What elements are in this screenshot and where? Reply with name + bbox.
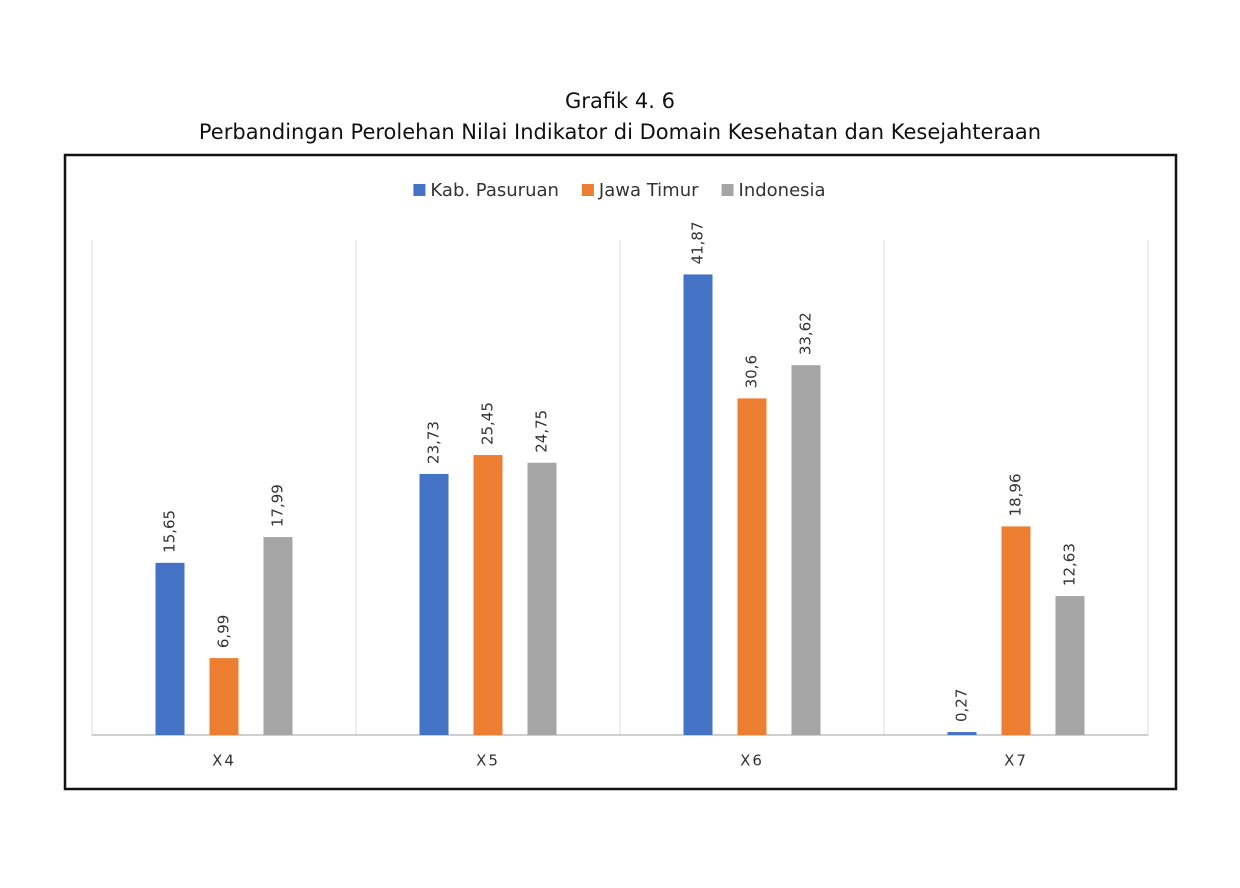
bar [791,365,821,735]
bar [947,732,977,735]
legend-label: Jawa Timur [598,180,699,201]
x-tick-label: X4 [212,752,236,770]
bar [683,274,713,735]
chart-subtitle: Perbandingan Perolehan Nilai Indikator d… [199,120,1041,144]
bar [527,462,557,735]
data-label: 25,45 [479,402,497,445]
data-label: 15,65 [161,510,179,553]
bar [263,537,293,735]
bar [209,658,239,735]
data-label: 17,99 [269,484,287,527]
bar [1001,526,1031,735]
legend-swatch [581,184,594,196]
bar [737,398,767,735]
bar [1055,596,1085,735]
legend-swatch [721,184,734,196]
data-label: 41,87 [689,221,707,264]
chart-title: Grafik 4. 6 [565,89,675,113]
legend-label: Kab. Pasuruan [430,180,559,201]
data-label: 30,6 [743,355,761,388]
data-label: 6,99 [215,615,233,648]
x-tick-label: X7 [1004,752,1028,770]
data-label: 24,75 [533,410,551,453]
x-tick-label: X6 [740,752,764,770]
x-tick-label: X5 [476,752,500,770]
legend-label: Indonesia [739,180,826,201]
chart-frame [63,153,1178,791]
data-label: 18,96 [1007,473,1025,516]
bar [155,562,185,735]
legend-swatch [413,184,426,196]
bar [419,473,449,735]
bar [473,455,503,735]
data-label: 0,27 [953,689,971,722]
data-label: 12,63 [1061,543,1079,586]
data-label: 33,62 [797,312,815,355]
data-label: 23,73 [425,421,443,464]
